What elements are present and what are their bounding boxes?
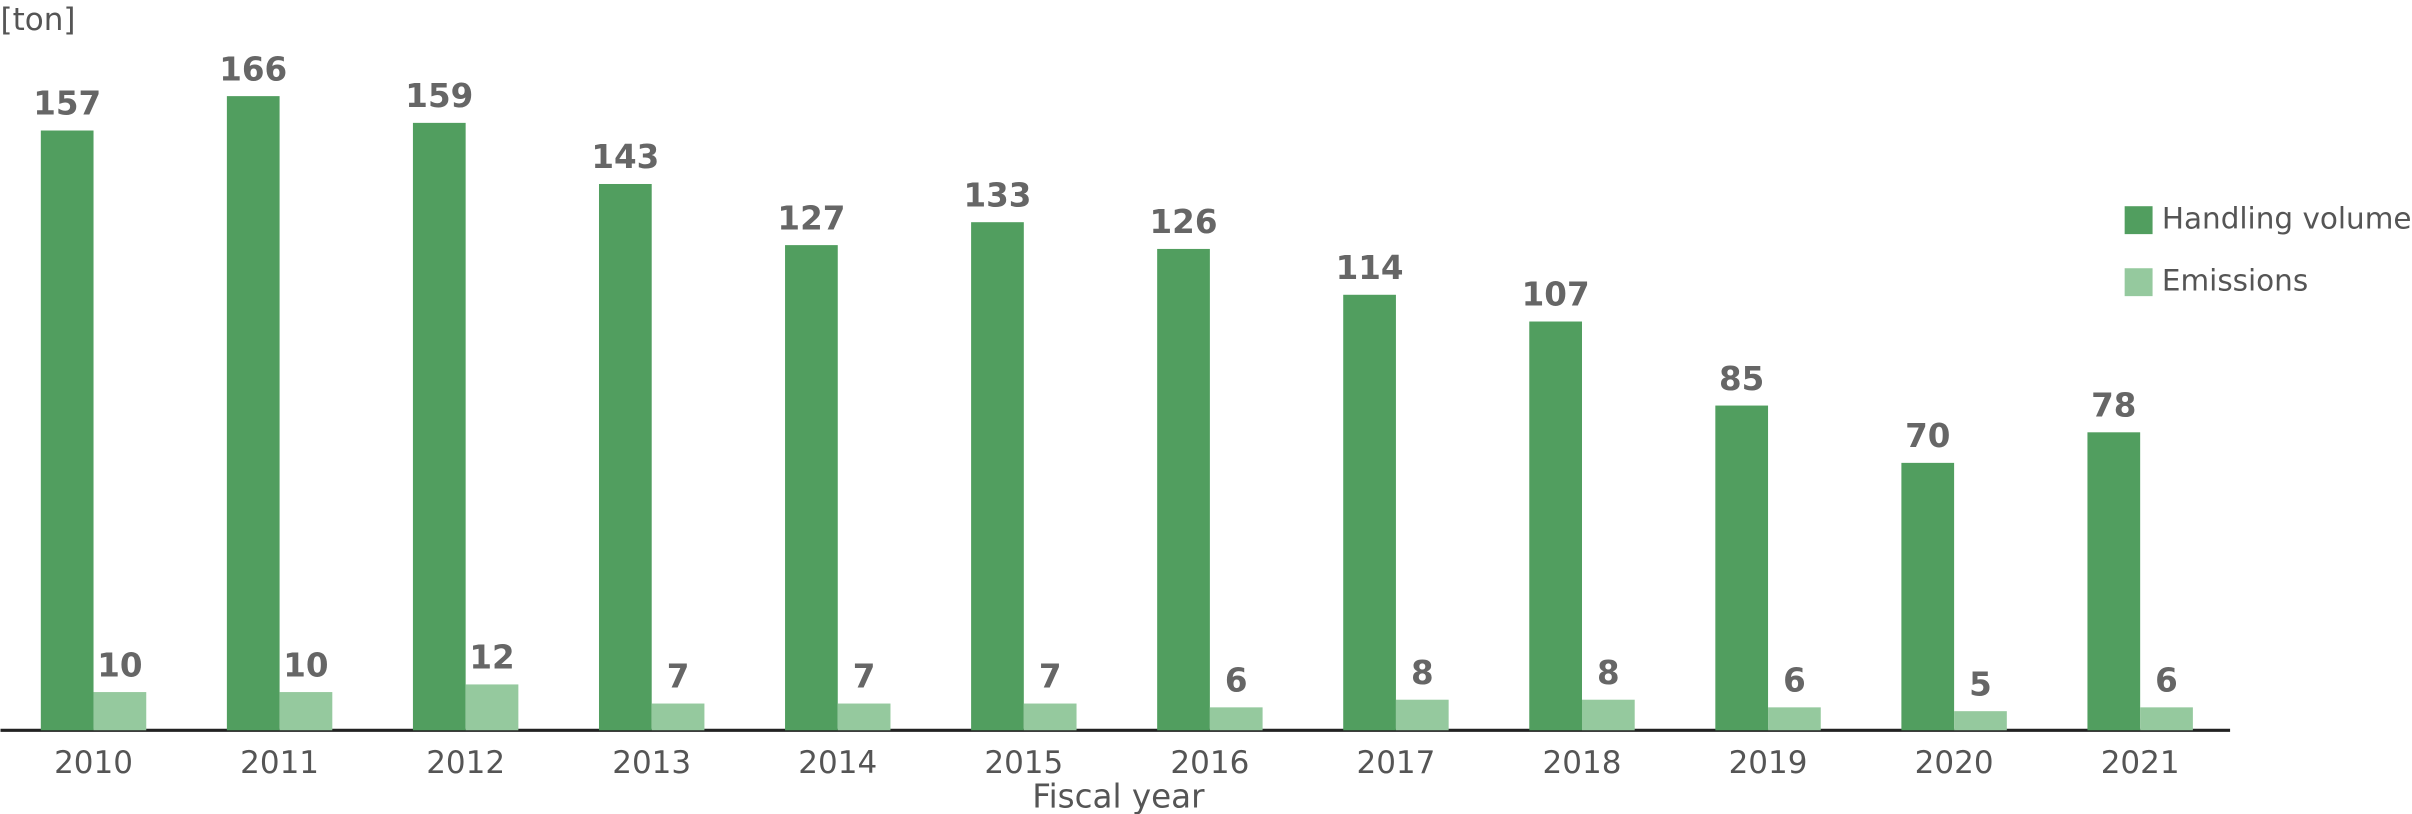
value-label: 5 xyxy=(1969,665,1992,703)
bar xyxy=(837,703,891,731)
value-label: 8 xyxy=(1597,654,1620,692)
value-label: 126 xyxy=(1150,203,1218,241)
bar xyxy=(971,222,1024,731)
bar xyxy=(1343,294,1396,731)
x-axis-title: Fiscal year xyxy=(1032,777,1205,814)
value-label: 8 xyxy=(1411,654,1434,692)
x-tick-label: 2013 xyxy=(612,745,691,781)
bar xyxy=(1209,707,1263,731)
bar xyxy=(93,692,147,731)
value-label: 159 xyxy=(405,77,473,115)
x-tick-label: 2018 xyxy=(1543,745,1622,781)
x-tick-label: 2015 xyxy=(984,745,1063,781)
value-label: 6 xyxy=(1225,662,1248,700)
bar xyxy=(1901,462,1955,731)
value-label: 10 xyxy=(97,646,142,684)
legend-label: Emissions xyxy=(2162,264,2308,298)
x-tick-label: 2012 xyxy=(426,745,505,781)
value-label: 6 xyxy=(1783,662,1806,700)
value-label: 7 xyxy=(853,658,876,696)
bar xyxy=(651,703,705,731)
legend-swatch xyxy=(2124,206,2153,235)
bar xyxy=(1581,699,1635,731)
bar xyxy=(1395,699,1449,731)
x-tick-label: 2010 xyxy=(54,745,133,781)
bar xyxy=(1023,703,1077,731)
bar xyxy=(40,130,94,731)
value-label: 114 xyxy=(1336,249,1404,287)
bar xyxy=(785,245,838,731)
legend-swatch xyxy=(2124,268,2153,297)
value-label: 107 xyxy=(1522,276,1590,314)
bar xyxy=(226,96,280,731)
x-tick-label: 2016 xyxy=(1170,745,1249,781)
bar xyxy=(1715,405,1769,731)
x-tick-label: 2014 xyxy=(798,745,877,781)
value-label: 157 xyxy=(33,85,101,123)
value-label: 12 xyxy=(469,639,514,677)
value-label: 7 xyxy=(667,658,690,696)
value-label: 6 xyxy=(2155,662,2178,700)
x-tick-label: 2019 xyxy=(1729,745,1808,781)
value-label: 10 xyxy=(283,646,328,684)
x-tick-label: 2021 xyxy=(2101,745,2180,781)
value-label: 143 xyxy=(591,138,659,176)
bar xyxy=(465,684,519,731)
x-tick-label: 2011 xyxy=(240,745,319,781)
bar xyxy=(1157,248,1210,731)
value-label: 78 xyxy=(2091,386,2136,424)
bar xyxy=(1529,321,1582,731)
legend-label: Handling volume xyxy=(2162,202,2412,236)
bar xyxy=(2140,707,2193,731)
bar xyxy=(1954,711,2007,731)
x-tick-label: 2017 xyxy=(1356,745,1435,781)
bar xyxy=(279,692,333,731)
bar xyxy=(2087,432,2141,731)
value-label: 7 xyxy=(1039,658,1062,696)
x-tick-label: 2020 xyxy=(1915,745,1994,781)
unit-label: [ton] xyxy=(1,2,76,38)
value-label: 70 xyxy=(1905,417,1950,455)
value-label: 85 xyxy=(1719,360,1764,398)
value-label: 166 xyxy=(219,50,287,88)
bar xyxy=(412,122,466,731)
bar xyxy=(598,183,652,731)
value-label: 127 xyxy=(777,199,845,237)
value-label: 133 xyxy=(963,176,1031,214)
bar xyxy=(1768,707,1821,731)
